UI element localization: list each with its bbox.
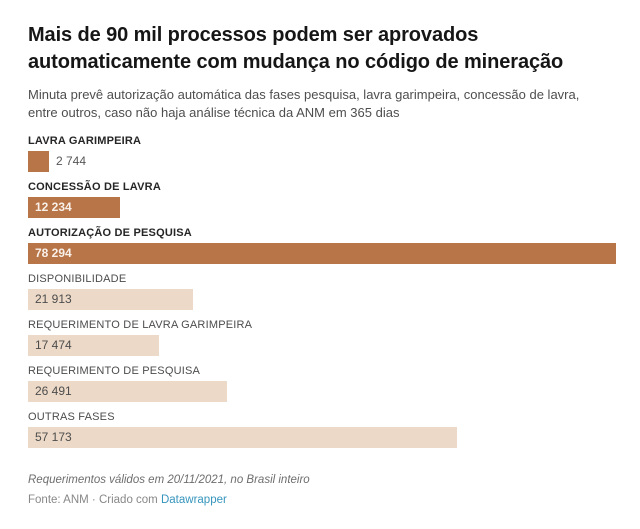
bar-row: LAVRA GARIMPEIRA 2 744 <box>28 134 616 172</box>
bar-track: 17 474 <box>28 335 616 356</box>
bar <box>28 289 193 310</box>
created-with-label: Criado com <box>98 494 158 506</box>
bar-track: 2 744 <box>28 151 616 172</box>
bar-track: 21 913 <box>28 289 616 310</box>
bar <box>28 427 457 448</box>
bar-category-label: CONCESSÃO DE LAVRA <box>28 181 161 193</box>
bar-row: CONCESSÃO DE LAVRA 12 234 <box>28 180 616 218</box>
bar <box>28 197 120 218</box>
bar-row: REQUERIMENTO DE LAVRA GARIMPEIRA 17 474 <box>28 318 616 356</box>
bar-track: 57 173 <box>28 427 616 448</box>
bar-category-label: LAVRA GARIMPEIRA <box>28 135 142 147</box>
bar <box>28 335 159 356</box>
bar-value-label: 2 744 <box>56 154 87 168</box>
bar-value-label: 12 234 <box>35 200 72 214</box>
bar-category-label: AUTORIZAÇÃO DE PESQUISA <box>28 227 192 239</box>
chart-title: Mais de 90 mil processos podem ser aprov… <box>28 24 564 73</box>
bar <box>28 151 49 172</box>
bar-track: 12 234 <box>28 197 616 218</box>
bar-track: 26 491 <box>28 381 616 402</box>
bar-row: AUTORIZAÇÃO DE PESQUISA 78 294 <box>28 226 616 264</box>
bar-value-label: 17 474 <box>35 338 72 352</box>
bar-category-label: REQUERIMENTO DE LAVRA GARIMPEIRA <box>28 319 253 331</box>
datawrapper-link[interactable]: Datawrapper <box>160 494 227 506</box>
source-label: Fonte: ANM <box>28 494 89 506</box>
bar-value-label: 78 294 <box>35 246 72 260</box>
bar-track: 78 294 <box>28 243 616 264</box>
chart-container: Mais de 90 mil processos podem ser aprov… <box>28 24 616 508</box>
bar <box>28 381 227 402</box>
bar-value-label: 21 913 <box>35 292 72 306</box>
separator-dot: · <box>91 494 96 506</box>
bar-chart: LAVRA GARIMPEIRA 2 744 CONCESSÃO DE LAVRA 1… <box>28 134 616 448</box>
bar-value-label: 57 173 <box>35 430 72 444</box>
bar-category-label: REQUERIMENTO DE PESQUISA <box>28 365 201 377</box>
chart-subtitle: Minuta prevê autorização automática das … <box>28 87 580 120</box>
chart-footer: Requerimentos válidos em 20/11/2021, no … <box>28 473 616 508</box>
footnote: Requerimentos válidos em 20/11/2021, no … <box>28 474 310 486</box>
bar-category-label: DISPONIBILIDADE <box>28 273 127 285</box>
bar <box>28 243 616 264</box>
bar-value-label: 26 491 <box>35 384 72 398</box>
bar-row: DISPONIBILIDADE 21 913 <box>28 272 616 310</box>
bar-row: REQUERIMENTO DE PESQUISA 26 491 <box>28 364 616 402</box>
source-line: Fonte: ANM · Criado com Datawrapper <box>28 493 616 508</box>
bar-category-label: OUTRAS FASES <box>28 411 115 423</box>
bar-row: OUTRAS FASES 57 173 <box>28 410 616 448</box>
